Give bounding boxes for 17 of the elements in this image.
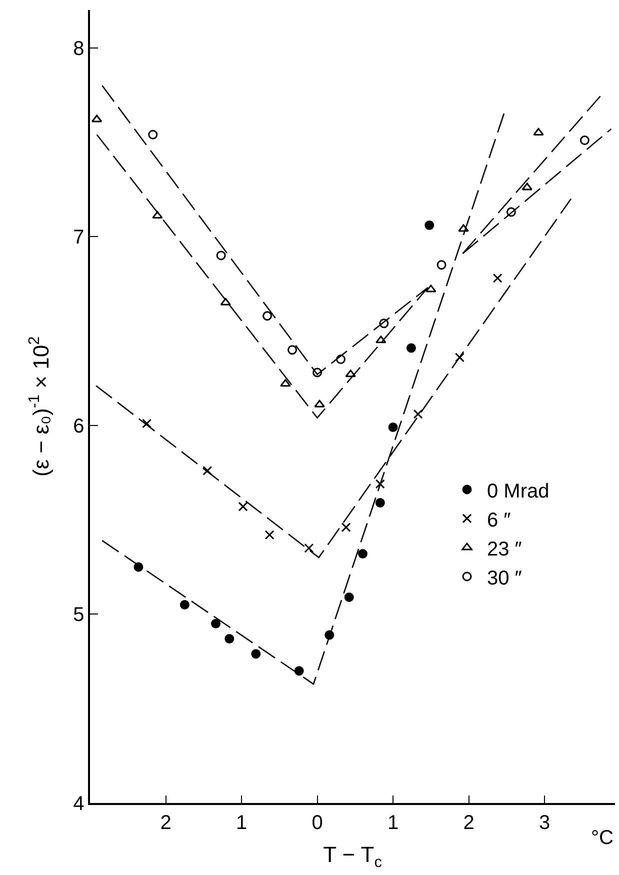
legend-label: 30 ″ [487, 567, 522, 590]
y-tick-label: 6 [73, 415, 84, 438]
y-tick-label: 5 [73, 604, 84, 626]
x-tick-label: 0 [312, 812, 323, 834]
legend-label: 0 Mrad [487, 480, 550, 502]
x-tick-label: 2 [463, 812, 474, 834]
legend-label: 6 ″ [487, 509, 511, 532]
y-tick-label: 7 [73, 226, 84, 249]
y-tick-label: 4 [73, 793, 84, 815]
x-tick-label: 1 [387, 812, 399, 834]
y-tick-label: 8 [73, 38, 84, 60]
text: °C [591, 827, 614, 849]
legend-label: 23 ″ [487, 538, 522, 560]
x-tick-label: 1 [236, 812, 248, 834]
x-tick-label: 3 [538, 812, 550, 834]
x-axis-title: T − T$_{c}$ [323, 842, 382, 871]
x-tick-label: 2 [160, 812, 172, 834]
